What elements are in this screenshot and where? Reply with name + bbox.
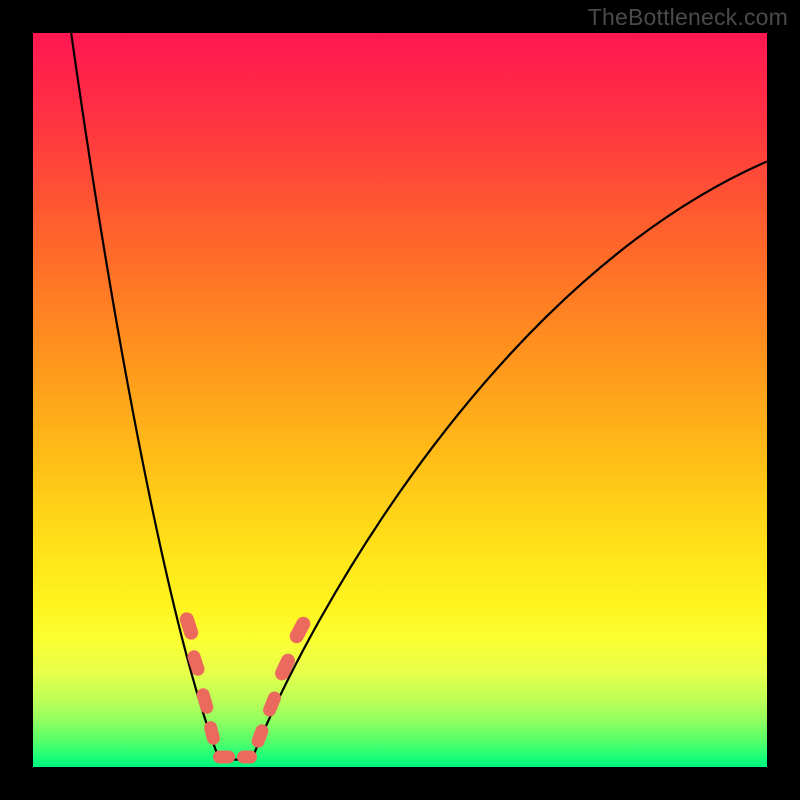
curve-markers-layer: [33, 33, 767, 767]
curve-marker: [195, 687, 215, 716]
watermark-text: TheBottleneck.com: [588, 4, 788, 31]
curve-marker: [213, 750, 235, 763]
curve-marker: [287, 615, 313, 646]
plot-area: [33, 33, 767, 767]
curve-marker: [261, 689, 283, 718]
curve-marker: [203, 720, 221, 746]
curve-marker: [250, 723, 270, 750]
curve-marker: [186, 648, 206, 677]
curve-marker: [273, 652, 298, 683]
curve-marker: [237, 750, 257, 763]
curve-marker: [178, 611, 200, 642]
